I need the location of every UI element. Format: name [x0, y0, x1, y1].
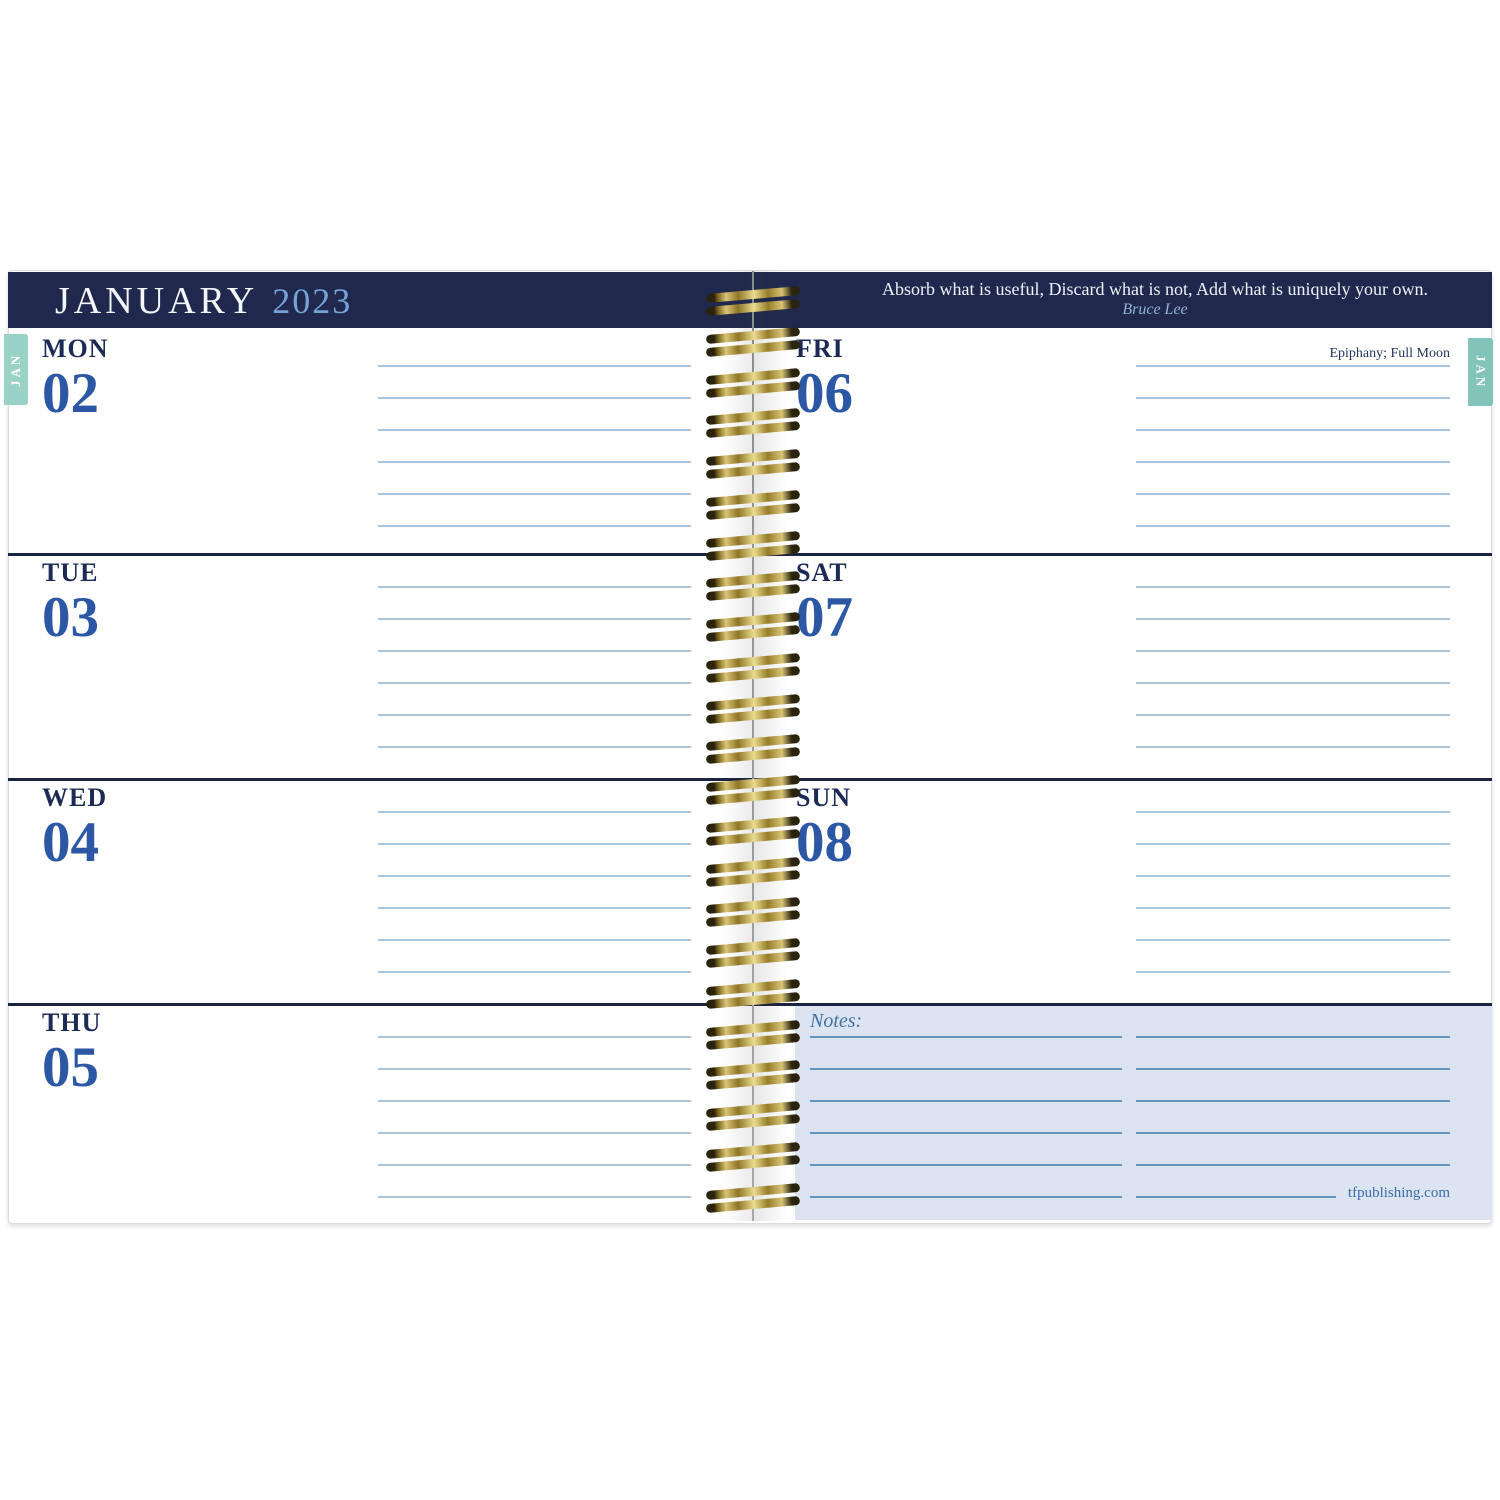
binding-coil: [706, 614, 800, 644]
day-cell-mon: MON 02: [42, 334, 109, 425]
holiday-note: Epiphany; Full Moon: [1329, 346, 1450, 361]
notes-label: Notes:: [810, 1010, 863, 1032]
binding-coil: [706, 859, 800, 889]
day-number: 08: [796, 811, 853, 874]
day-number: 03: [42, 586, 99, 649]
day-name: TUE: [42, 558, 99, 587]
publisher-website: tfpublishing.com: [1136, 1183, 1452, 1203]
quote-author: Bruce Lee: [1122, 301, 1188, 318]
writing-lines-mon: [378, 365, 691, 528]
day-number: 07: [796, 586, 853, 649]
month-title: JANUARY 2023: [55, 279, 352, 323]
day-name: FRI: [796, 334, 844, 363]
binding-coil: [706, 655, 800, 685]
notes-lines-right-column: [1136, 1036, 1450, 1199]
writing-lines-sun: [1136, 811, 1450, 974]
binding-coil: [706, 1185, 800, 1215]
day-number: 05: [42, 1036, 99, 1099]
day-name: MON: [42, 334, 109, 363]
binding-coil: [706, 492, 800, 522]
binding-coil: [706, 533, 800, 563]
binding-coil: [706, 899, 800, 929]
day-cell-sat: SAT 07: [796, 558, 853, 649]
day-name: SAT: [796, 558, 848, 587]
binding-coil: [706, 981, 800, 1011]
binding-coil: [706, 777, 800, 807]
day-number: 02: [42, 362, 99, 425]
day-name: SUN: [796, 783, 852, 812]
month-tab-left: JAN: [4, 334, 28, 405]
binding-coil: [706, 1022, 800, 1052]
year-label: 2023: [272, 281, 353, 321]
month-name: JANUARY: [55, 280, 259, 322]
day-name: WED: [42, 783, 108, 812]
writing-lines-wed: [378, 811, 691, 974]
quote-block: Absorb what is useful, Discard what is n…: [845, 280, 1465, 318]
binding-coil: [706, 573, 800, 603]
binding-coil: [706, 818, 800, 848]
day-cell-tue: TUE 03: [42, 558, 99, 649]
binding-coil: [706, 329, 800, 359]
binding-coil: [706, 736, 800, 766]
day-number: 04: [42, 811, 99, 874]
quote-text: Absorb what is useful, Discard what is n…: [882, 279, 1428, 299]
day-number: 06: [796, 362, 853, 425]
writing-lines-fri: [1136, 365, 1450, 528]
binding-coil: [706, 370, 800, 400]
binding-coil: [706, 1144, 800, 1174]
day-cell-sun: SUN 08: [796, 783, 853, 874]
binding-coil: [706, 410, 800, 440]
day-cell-thu: THU 05: [42, 1008, 102, 1099]
month-tab-right: JAN: [1468, 338, 1493, 406]
writing-lines-tue: [378, 586, 691, 749]
day-name: THU: [42, 1008, 102, 1037]
day-cell-wed: WED 04: [42, 783, 108, 874]
binding-coil: [706, 1062, 800, 1092]
writing-lines-sat: [1136, 586, 1450, 749]
binding-coil: [706, 1103, 800, 1133]
binding-coil: [706, 288, 800, 318]
binding-coil: [706, 696, 800, 726]
binding-coil: [706, 940, 800, 970]
binding-coil: [706, 451, 800, 481]
day-cell-fri: FRI 06: [796, 334, 853, 425]
writing-lines-thu: [378, 1036, 691, 1199]
notes-lines-left-column: [810, 1036, 1122, 1199]
